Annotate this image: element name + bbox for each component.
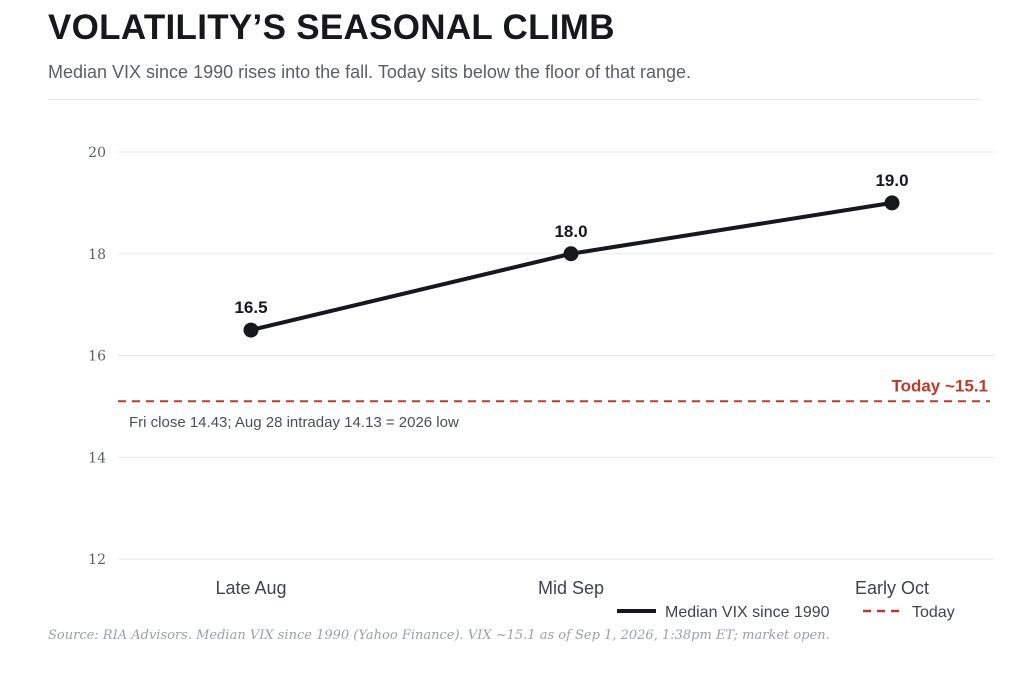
- y-tick-label: 12: [88, 552, 106, 568]
- header-divider: [48, 99, 980, 100]
- y-tick-label: 20: [88, 145, 106, 161]
- source-note: Source: RIA Advisors. Median VIX since 1…: [48, 628, 830, 643]
- gridlines: [118, 151, 995, 560]
- data-label: 16.5: [234, 298, 267, 317]
- y-tick-label: 16: [88, 349, 106, 365]
- annotation-note: Fri close 14.43; Aug 28 intraday 14.13 =…: [129, 414, 459, 431]
- today-reference: Today ~15.1 Fri close 14.43; Aug 28 intra…: [118, 376, 990, 431]
- x-tick-label: Mid Sep: [538, 578, 604, 598]
- legend: Median VIX since 1990 Today: [617, 604, 955, 621]
- chart-title: VOLATILITY’S SEASONAL CLIMB: [48, 8, 615, 47]
- y-tick-label: 18: [88, 247, 106, 263]
- data-point: [563, 246, 579, 262]
- x-tick-label: Early Oct: [855, 578, 929, 598]
- data-point: [243, 322, 259, 338]
- x-tick-label: Late Aug: [215, 578, 286, 598]
- data-point: [884, 195, 900, 211]
- legend-label-today: Today: [912, 604, 955, 621]
- data-label: 19.0: [875, 171, 908, 190]
- legend-label-median: Median VIX since 1990: [665, 604, 830, 621]
- x-axis-ticks: Late Aug Mid Sep Early Oct: [215, 578, 929, 598]
- y-axis-ticks: 12 14 16 18 20: [88, 145, 106, 568]
- chart-subtitle: Median VIX since 1990 rises into the fal…: [48, 62, 692, 82]
- y-tick-label: 14: [88, 450, 106, 466]
- series-group: 16.5 18.0 19.0: [234, 171, 909, 338]
- data-label: 18.0: [554, 222, 587, 241]
- today-label: Today ~15.1: [891, 376, 988, 395]
